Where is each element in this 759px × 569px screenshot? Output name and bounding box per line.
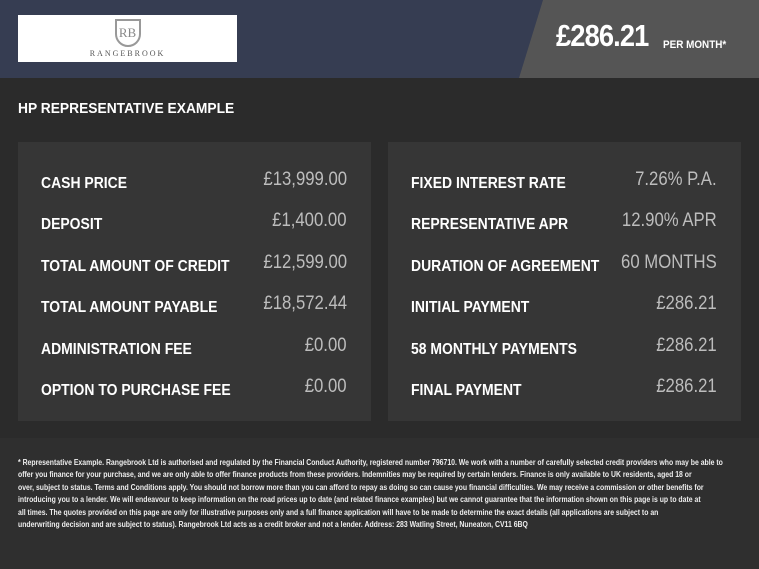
row-value: £286.21 [656,334,717,356]
row-label: FIXED INTEREST RATE [411,175,566,192]
page-title: HP REPRESENTATIVE EXAMPLE [18,100,235,117]
disclaimer-line: underwriting decision and are subject to… [18,520,528,530]
row-label: TOTAL AMOUNT OF CREDIT [41,257,230,275]
finance-row: 58 MONTHLY PAYMENTS £286.21 [411,335,717,359]
disclaimer-line: offer you finance for your purchase, and… [18,470,692,480]
row-label: DEPOSIT [41,216,103,234]
finance-row: OPTION TO PURCHASE FEE £0.00 [41,376,347,400]
finance-row: INITIAL PAYMENT £286.21 [411,293,717,317]
per-month-label: PER MONTH* [663,39,727,51]
row-value: 12.90% APR [622,210,717,232]
monthly-price: £286.21 [556,18,649,53]
finance-row: ADMINISTRATION FEE £0.00 [41,335,347,359]
row-label: 58 MONTHLY PAYMENTS [411,340,577,358]
row-label: REPRESENTATIVE APR [411,216,569,234]
row-value: 7.26% P.A. [635,169,717,190]
right-panel: FIXED INTEREST RATE 7.26% P.A. REPRESENTAT… [388,142,741,421]
finance-row: REPRESENTATIVE APR 12.90% APR [411,210,717,234]
disclaimer: * Representative Example. Rangebrook Ltd… [18,457,723,531]
row-value: £0.00 [305,376,347,397]
row-label: DURATION OF AGREEMENT [411,257,600,275]
finance-row: CASH PRICE £13,999.00 [41,169,347,193]
row-label: FINAL PAYMENT [411,382,522,399]
disclaimer-line: introducing you to a lender. We will end… [18,495,701,505]
finance-row: FINAL PAYMENT £286.21 [411,376,717,400]
disclaimer-line: over, subject to status. Terms and Condi… [18,482,704,492]
crest-icon: RB [114,19,141,47]
price-box [519,0,759,78]
finance-row: TOTAL AMOUNT OF CREDIT £12,599.00 [41,252,347,276]
finance-row: TOTAL AMOUNT PAYABLE £18,572.44 [41,293,347,317]
left-panel: CASH PRICE £13,999.00 DEPOSIT £1,400.00 TOTA… [18,142,371,421]
finance-row: FIXED INTEREST RATE 7.26% P.A. [411,169,717,193]
row-label: CASH PRICE [41,175,128,192]
row-value: £18,572.44 [263,293,347,315]
disclaimer-line: all times. The quotes provided on this p… [18,507,659,517]
logo-text: RANGEBROOK [89,49,166,58]
finance-row: DURATION OF AGREEMENT 60 MONTHS [411,252,717,276]
rangebrook-logo[interactable]: RB RANGEBROOK [18,15,237,62]
row-value: £286.21 [656,293,717,315]
row-value: £0.00 [305,334,347,356]
row-value: 60 MONTHS [621,251,717,273]
row-value: £12,599.00 [263,251,347,273]
disclaimer-line: * Representative Example. Rangebrook Ltd… [18,458,723,467]
finance-row: DEPOSIT £1,400.00 [41,210,347,234]
row-label: INITIAL PAYMENT [411,299,530,317]
row-value: £1,400.00 [272,210,347,232]
row-value: £286.21 [656,376,717,397]
row-label: OPTION TO PURCHASE FEE [41,382,231,399]
footer [0,438,759,569]
row-label: TOTAL AMOUNT PAYABLE [41,299,218,317]
row-label: ADMINISTRATION FEE [41,340,192,358]
header: RB RANGEBROOK £286.21 PER MONTH* [0,0,759,78]
row-value: £13,999.00 [263,169,347,190]
